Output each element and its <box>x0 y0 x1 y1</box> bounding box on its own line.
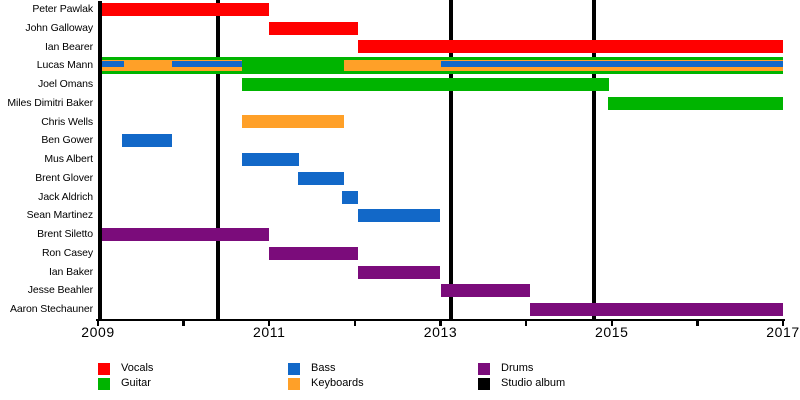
studio-album-line <box>591 0 596 319</box>
axis-tick-label: 2013 <box>423 324 458 340</box>
timeline-bar-keyboards <box>241 115 344 129</box>
member-label: Aaron Stechauner <box>9 303 93 316</box>
axis-tick <box>439 319 442 326</box>
timeline-bar-bass <box>121 134 173 148</box>
legend-swatch-vocals <box>98 362 110 375</box>
member-label: Lucas Mann <box>36 59 93 72</box>
timeline-bar-drums <box>98 228 270 242</box>
axis-tick <box>353 319 357 326</box>
legend-label: Studio album <box>501 377 566 389</box>
timeline-row <box>98 0 783 19</box>
timeline-row <box>98 38 783 57</box>
chart-area: Peter Pawlak John Galloway Ian Bearer Lucas… <box>7 0 800 340</box>
studio-album-line <box>215 0 220 319</box>
member-label: Ben Gower <box>41 134 93 147</box>
timeline-row <box>98 225 783 244</box>
plot-area <box>98 0 783 319</box>
timeline-row <box>98 263 783 282</box>
legend-label: Vocals <box>121 362 154 374</box>
timeline-row <box>98 169 783 188</box>
axis-tick-label: 2011 <box>252 324 286 340</box>
legend-swatch-guitar <box>98 377 110 390</box>
member-label: Ian Baker <box>48 265 93 278</box>
member-label: Miles Dimitri Baker <box>7 96 93 109</box>
member-label: Ian Bearer <box>44 40 93 53</box>
timeline-row <box>98 150 783 169</box>
timeline-bar-drums <box>269 246 359 260</box>
axis-tick <box>524 319 528 326</box>
timeline-row <box>98 188 783 207</box>
legend-label: Bass <box>311 362 336 374</box>
timeline-row <box>98 300 783 319</box>
member-label: Joel Omans <box>37 78 93 91</box>
member-label: Brent Glover <box>35 171 93 184</box>
axis-tick-label: 2009 <box>81 324 115 340</box>
legend-swatch-bass <box>288 362 300 375</box>
axis-tick <box>182 319 185 326</box>
member-label: Jack Aldrich <box>38 190 93 203</box>
timeline-bar-bass <box>342 190 359 204</box>
legend-label: Guitar <box>121 377 151 389</box>
timeline-row <box>98 206 783 225</box>
timeline-bar-vocals <box>358 40 783 54</box>
timeline-bar-guitar <box>608 96 783 110</box>
axis-tick <box>96 319 100 326</box>
axis-tick-label: 2017 <box>766 324 800 340</box>
timeline-bar-bass <box>98 61 124 68</box>
legend-swatch-drums <box>478 362 490 375</box>
timeline-bar-drums <box>529 303 783 317</box>
timeline-bar-drums <box>440 284 530 298</box>
timeline-row <box>98 244 783 263</box>
timeline-bar-bass <box>358 209 441 223</box>
member-label: John Galloway <box>25 21 93 34</box>
member-label: Brent Siletto <box>37 228 93 241</box>
timeline-row <box>98 75 783 94</box>
studio-album-line <box>448 0 453 319</box>
legend: Vocals Guitar Bass Keyboards Drums Studio alb… <box>0 361 800 397</box>
member-label: Ron Casey <box>41 246 93 259</box>
axis-tick <box>610 319 613 326</box>
timeline-bar-keyboards <box>98 60 242 72</box>
timeline-bar-drums <box>358 265 441 279</box>
timeline-row <box>98 113 783 132</box>
timeline-row <box>98 56 783 75</box>
timeline-row <box>98 131 783 150</box>
y-axis-line <box>98 1 102 319</box>
member-label: Sean Martinez <box>26 209 94 222</box>
timeline-bar-vocals <box>98 2 270 16</box>
member-label: Mus Albert <box>44 153 93 166</box>
axis-tick <box>696 319 699 326</box>
timeline-bar-vocals <box>269 21 359 35</box>
timeline-bar-bass <box>440 61 783 68</box>
member-label: Chris Wells <box>41 115 93 128</box>
timeline-bar-bass <box>172 61 242 68</box>
axis-tick <box>268 319 271 326</box>
timeline-row <box>98 94 783 113</box>
axis-tick-label: 2015 <box>594 324 629 340</box>
timeline-row <box>98 19 783 38</box>
timeline-bar-guitar <box>241 77 610 91</box>
member-label: Peter Pawlak <box>32 3 93 15</box>
axis-tick <box>781 319 785 326</box>
legend-label: Drums <box>501 362 534 374</box>
timeline-bar-bass <box>297 171 344 185</box>
timeline-row <box>98 281 783 300</box>
legend-swatch-keyboards <box>288 377 300 390</box>
legend-swatch-studio_album <box>478 377 490 390</box>
legend-label: Keyboards <box>311 377 364 389</box>
timeline-bar-bass <box>241 152 300 166</box>
member-label: Jesse Beahler <box>27 284 93 297</box>
